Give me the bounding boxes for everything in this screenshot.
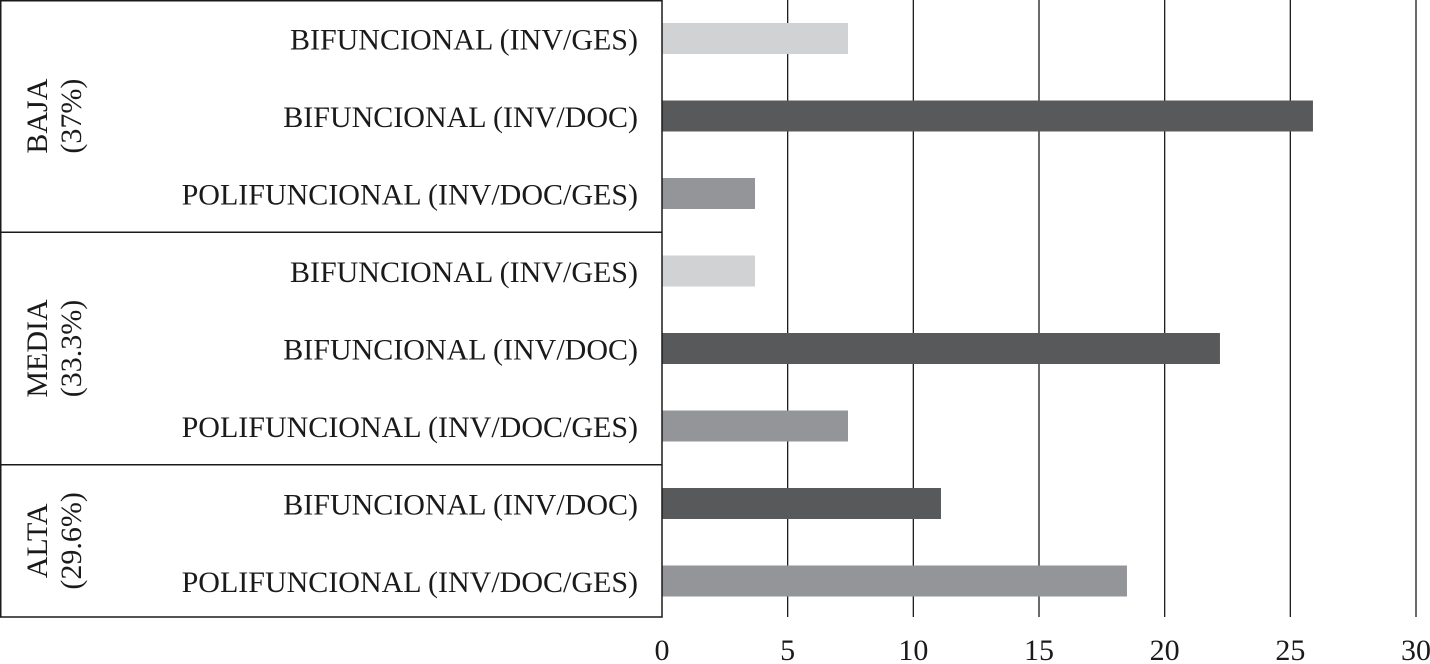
category-label: BIFUNCIONAL (INV/GES) bbox=[290, 256, 638, 289]
x-tick-label: 15 bbox=[1024, 634, 1054, 664]
gridlines bbox=[787, 0, 1417, 617]
category-label: BIFUNCIONAL (INV/DOC) bbox=[283, 101, 638, 134]
group-name: BAJA bbox=[21, 78, 54, 153]
x-tick-label: 10 bbox=[898, 634, 928, 664]
group-share: (29.6%) bbox=[55, 492, 88, 589]
group-share: (33.3%) bbox=[55, 300, 88, 397]
group-name: MEDIA bbox=[21, 299, 54, 398]
category-label: POLIFUNCIONAL (INV/DOC/GES) bbox=[182, 411, 638, 444]
x-tick-label: 30 bbox=[1401, 634, 1430, 664]
category-label: BIFUNCIONAL (INV/DOC) bbox=[283, 489, 638, 522]
group-share: (37%) bbox=[55, 79, 88, 154]
x-tick-label: 0 bbox=[655, 634, 670, 664]
category-label: BIFUNCIONAL (INV/GES) bbox=[290, 24, 638, 57]
bar bbox=[662, 410, 848, 442]
x-tick-label: 20 bbox=[1150, 634, 1180, 664]
bars bbox=[662, 23, 1313, 597]
group-name: ALTA bbox=[21, 503, 54, 578]
bar bbox=[662, 23, 848, 54]
category-label: POLIFUNCIONAL (INV/DOC/GES) bbox=[182, 179, 638, 212]
category-label: POLIFUNCIONAL (INV/DOC/GES) bbox=[182, 566, 638, 599]
category-box bbox=[0, 0, 663, 618]
group-label: ALTA (29.6%) bbox=[21, 492, 88, 589]
bar bbox=[662, 333, 1220, 364]
group-label: MEDIA (33.3%) bbox=[21, 299, 88, 398]
bar bbox=[662, 178, 755, 209]
x-tick-label: 5 bbox=[780, 634, 795, 664]
x-axis-ticks: 0 5 10 15 20 25 30 bbox=[655, 634, 1430, 664]
category-label: BIFUNCIONAL (INV/DOC) bbox=[283, 334, 638, 367]
category-frame bbox=[0, 0, 663, 618]
x-tick-label: 25 bbox=[1275, 634, 1305, 664]
bar bbox=[662, 565, 1127, 597]
group-label: BAJA (37%) bbox=[21, 78, 88, 153]
bar bbox=[662, 100, 1313, 132]
category-labels: BIFUNCIONAL (INV/GES) BIFUNCIONAL (INV/DO… bbox=[21, 24, 638, 600]
bar bbox=[662, 255, 755, 287]
bar bbox=[662, 488, 941, 519]
